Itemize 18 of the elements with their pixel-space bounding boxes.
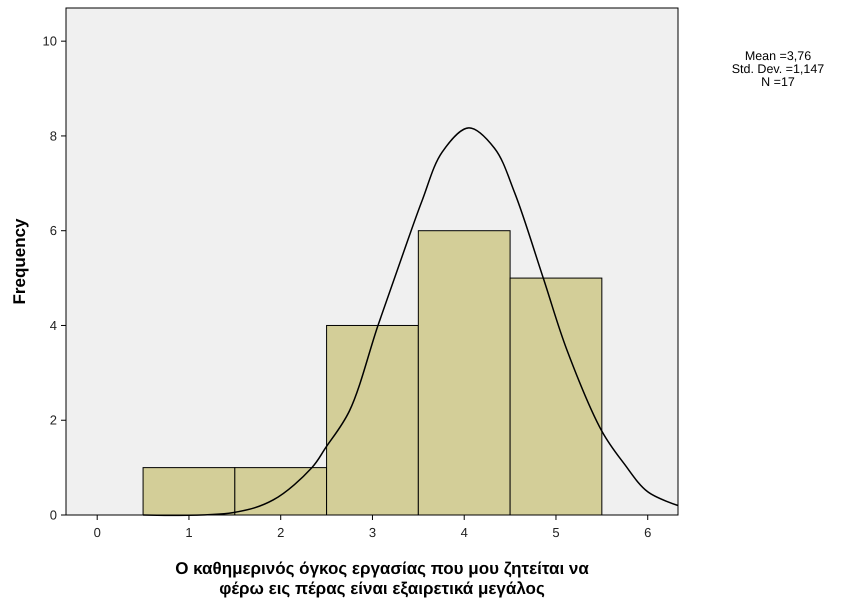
x-tick-label: 5 <box>552 525 560 540</box>
x-tick-label: 6 <box>644 525 652 540</box>
y-tick-label: 0 <box>50 508 57 522</box>
x-tick-label: 3 <box>368 525 376 540</box>
text: Std. Dev. =1,147 <box>732 62 824 76</box>
y-tick-label: 10 <box>42 34 57 49</box>
text: N =17 <box>761 75 795 89</box>
y-axis-title: Frequency <box>10 218 29 304</box>
x-axis-title: Ο καθημερινός όγκος εργασίας που μου ζητείται να φέρω εις πέρας είναι εξαιρετικά μεγάλος <box>175 559 590 598</box>
y-tick-label: 6 <box>50 223 57 238</box>
y-tick-label: 8 <box>50 128 57 144</box>
x-tick-label: 4 <box>460 525 468 540</box>
x-tick-label: 2 <box>277 525 284 540</box>
y-tick-label: 2 <box>50 412 57 428</box>
text: Mean =3,76 <box>744 49 812 63</box>
y-tick-label: 4 <box>50 318 57 333</box>
x-tick-label: 0 <box>94 525 101 540</box>
x-tick-label: 1 <box>185 525 193 540</box>
